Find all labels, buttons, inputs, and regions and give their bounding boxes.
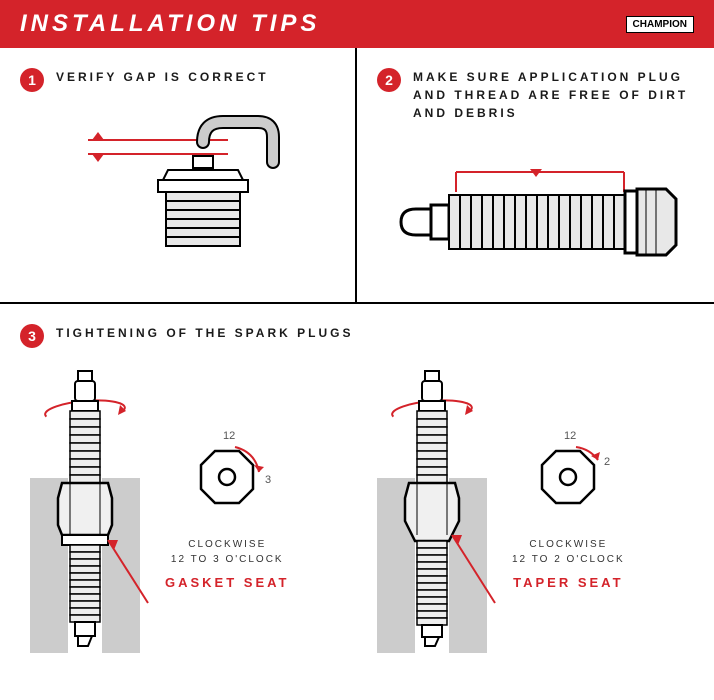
svg-text:3: 3	[265, 474, 271, 486]
svg-text:2: 2	[604, 456, 610, 468]
gasket-seat-block: 12 3 CLOCKWISE 12 TO 3 O'CLOCK GASKET SE…	[20, 363, 347, 653]
step-title: TIGHTENING OF THE SPARK PLUGS	[56, 324, 353, 342]
gap-illustration	[20, 107, 335, 257]
dial-instruction: CLOCKWISE 12 TO 3 O'CLOCK	[165, 537, 290, 567]
step-title: MAKE SURE APPLICATION PLUG AND THREAD AR…	[413, 68, 694, 122]
seat-type-label: TAPER SEAT	[512, 575, 625, 590]
step-number-badge: 3	[20, 324, 44, 348]
step-number-badge: 1	[20, 68, 44, 92]
clock-dial-icon: 12 2	[518, 427, 618, 522]
spark-plug-taper-illustration	[367, 363, 497, 653]
top-row: 1 VERIFY GAP IS CORRECT	[0, 48, 714, 304]
step-number-badge: 2	[377, 68, 401, 92]
taper-seat-block: 12 2 CLOCKWISE 12 TO 2 O'CLOCK TAPER SEA…	[367, 363, 694, 653]
step-title: VERIFY GAP IS CORRECT	[56, 68, 269, 86]
step-3-panel: 3 TIGHTENING OF THE SPARK PLUGS	[0, 304, 714, 673]
header-bar: INSTALLATION TIPS CHAMPION	[0, 0, 714, 48]
dial-instruction: CLOCKWISE 12 TO 2 O'CLOCK	[512, 537, 625, 567]
step-2-panel: 2 MAKE SURE APPLICATION PLUG AND THREAD …	[357, 48, 714, 302]
thread-illustration	[377, 137, 694, 287]
step-1-panel: 1 VERIFY GAP IS CORRECT	[0, 48, 357, 302]
svg-text:12: 12	[564, 430, 576, 442]
clock-dial-icon: 12 3	[177, 427, 277, 522]
seat-type-label: GASKET SEAT	[165, 575, 290, 590]
page-title: INSTALLATION TIPS	[20, 10, 320, 38]
brand-logo: CHAMPION	[626, 16, 694, 33]
spark-plug-gasket-illustration	[20, 363, 150, 653]
svg-text:12: 12	[223, 430, 235, 442]
